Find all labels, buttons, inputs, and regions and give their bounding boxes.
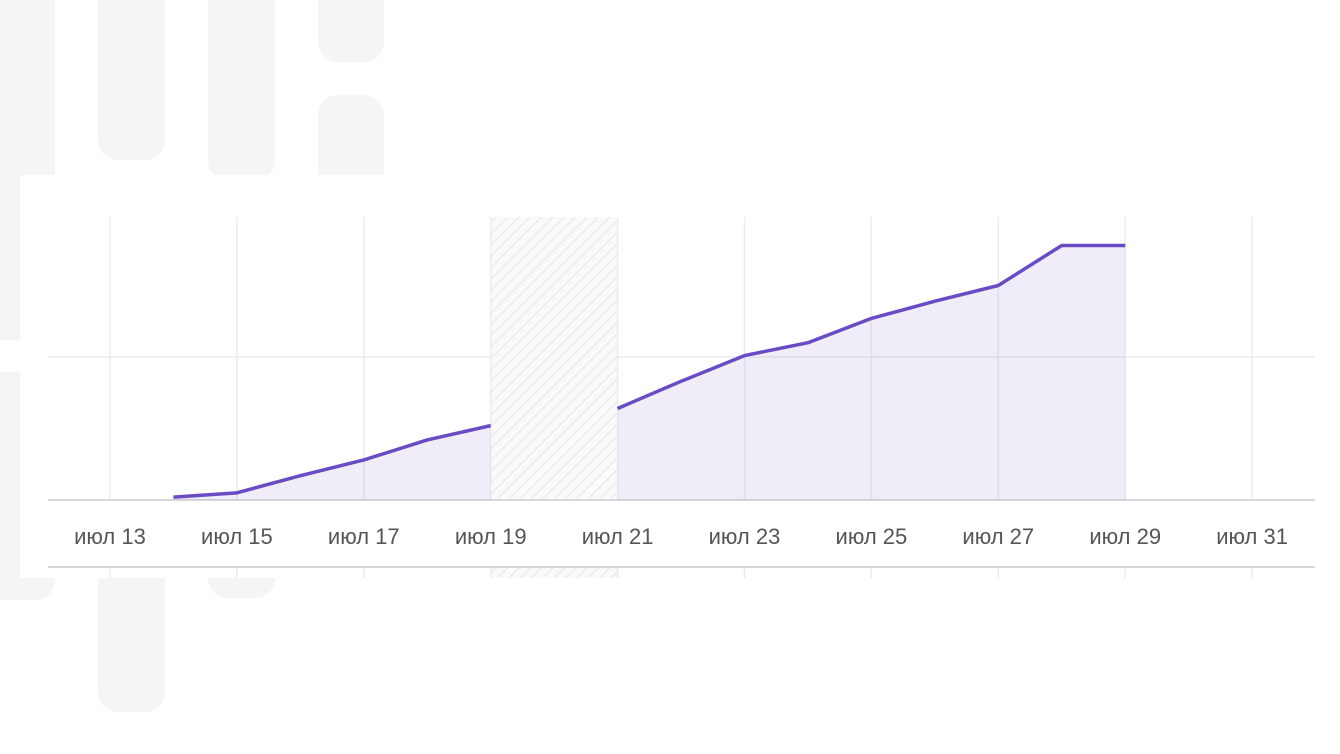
x-tick-label: июл 13 — [74, 524, 146, 549]
x-tick-label: июл 25 — [836, 524, 908, 549]
x-tick-label: июл 27 — [962, 524, 1034, 549]
x-tick-label: июл 29 — [1089, 524, 1161, 549]
x-tick-label: июл 17 — [328, 524, 400, 549]
x-tick-label: июл 19 — [455, 524, 527, 549]
x-tick-label: июл 23 — [709, 524, 781, 549]
x-tick-label: июл 15 — [201, 524, 273, 549]
area-fill — [173, 425, 491, 500]
line — [173, 243, 1126, 499]
label-band — [48, 501, 1315, 567]
area-fill — [617, 245, 1126, 500]
x-tick-label: июл 21 — [582, 524, 654, 549]
x-tick-label: июл 31 — [1216, 524, 1288, 549]
